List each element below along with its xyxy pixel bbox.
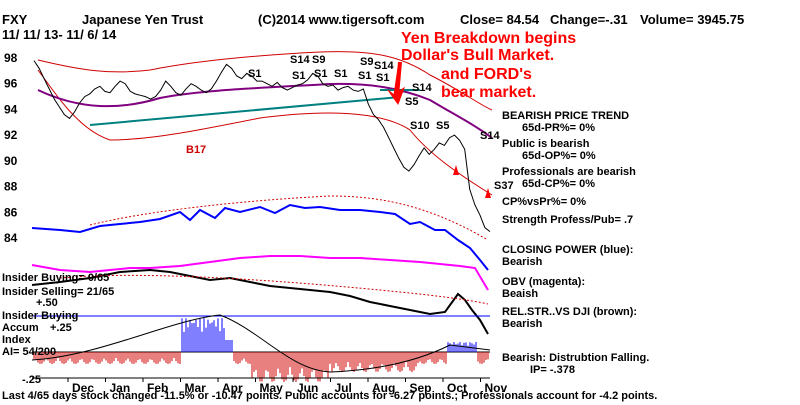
trendline [89, 96, 401, 126]
accum-label: Accum [2, 322, 39, 334]
breakdown-arrow-shaft [395, 61, 402, 97]
volume-value: Volume= 3945.75 [640, 12, 745, 27]
x-tick-label: Aug [372, 381, 395, 395]
accum-plus50: +.50 [36, 297, 58, 309]
signal-label: B17 [186, 144, 207, 156]
annotation-line: Dollar's Bull Market. [401, 47, 555, 64]
insider-buying: Insider Buying= 0/65 [2, 272, 110, 284]
signal-label: S1 [292, 70, 306, 82]
signal-label: S37 [494, 180, 514, 192]
signal-label: S9 [312, 54, 326, 66]
signal-label: S1 [334, 68, 348, 80]
signal-label: S1 [314, 68, 328, 80]
x-tick-label: Oct [447, 381, 467, 395]
y-tick-label: 90 [4, 154, 18, 168]
x-tick-label: Mar [185, 381, 207, 395]
x-tick-label: Dec [72, 381, 94, 395]
signal-label: S5 [405, 96, 419, 108]
x-tick-label: Feb [147, 381, 168, 395]
obv-line [31, 255, 489, 291]
ai-value: AI= 54/200 [2, 346, 57, 358]
closing-power-line [31, 203, 489, 271]
accum-plus25: +.25 [50, 322, 72, 334]
x-tick-label: Jun [297, 381, 318, 395]
signal-label: S14 [290, 54, 310, 66]
trend-title: BEARISH PRICE TREND [502, 110, 630, 122]
y-tick-label: 86 [4, 205, 18, 219]
closing-power-status: Bearish [502, 256, 543, 268]
x-axis-ticks: Dec Jan Feb Mar Apr May Jun Jul Aug Sep Oct Nov [67, 378, 508, 395]
cpvspr-value: CP%vsPr%= 0% [502, 196, 587, 208]
relative-strength-line [31, 268, 489, 335]
signal-arrow [485, 188, 491, 198]
pr-value: 65d-PR%= 0% [522, 122, 596, 134]
x-tick-label: Sep [410, 381, 432, 395]
annotation-line: bear market. [441, 84, 537, 101]
accum-ma [31, 314, 491, 373]
x-tick-label: Apr [222, 381, 243, 395]
relstr-title: REL.STR..VS DJI (brown): [502, 306, 638, 318]
y-tick-label: 92 [4, 128, 18, 142]
signal-label: S14 [412, 82, 432, 94]
signal-label: S9 [360, 56, 374, 68]
annotation-line: Yen Breakdown begins [401, 30, 577, 47]
close-value: Close= 84.54 [460, 12, 540, 27]
accum-minus25: -.25 [22, 374, 41, 386]
insider-buying-label: Insider Buying [2, 310, 79, 322]
obv-status: Beaish [502, 288, 539, 300]
y-tick-label: 98 [4, 51, 18, 65]
y-tick-label: 88 [4, 180, 18, 194]
public-status: Public is bearish [502, 138, 590, 150]
ip-value: IP= -.378 [530, 364, 575, 376]
footer-summary: Last 4/65 days stock changed -11.5% or -… [2, 390, 658, 402]
chart-title: Japanese Yen Trust [82, 12, 204, 27]
y-tick-label: 96 [4, 77, 18, 91]
ticker: FXY [2, 12, 28, 27]
insider-selling: Insider Selling= 21/65 [2, 286, 115, 298]
obv-title: OBV (magenta): [502, 276, 586, 288]
op-value: 65d-OP%= 0% [522, 150, 596, 162]
y-tick-label: 94 [4, 102, 18, 116]
accumulation-bars [33, 318, 489, 382]
cp-value: 65d-CP%= 0% [522, 178, 596, 190]
signal-label: S1 [248, 68, 262, 80]
x-tick-label: Jul [335, 381, 352, 395]
upper-band [37, 51, 493, 111]
lower-band [37, 69, 493, 196]
pros-status: Professionals are bearish [502, 166, 636, 178]
signal-label: S1 [376, 72, 390, 84]
price-line [33, 60, 491, 232]
signal-arrow [453, 165, 459, 175]
y-tick-label: 84 [4, 231, 18, 245]
closing-power-ma [89, 195, 489, 241]
signal-label: S1 [358, 70, 372, 82]
distribution-title: Bearish: Distrubtion Falling. [502, 352, 650, 364]
annotation-line: and FORD's [441, 66, 532, 83]
index-label: Index [2, 334, 31, 346]
strength-value: Strength Profess/Pub= .7 [502, 214, 634, 226]
x-tick-label: May [260, 381, 284, 395]
copyright: (C)2014 www.tigersoft.com [258, 12, 425, 27]
date-range: 11/ 11/ 13- 11/ 6/ 14 [2, 27, 117, 42]
signal-label: S14 [480, 130, 500, 142]
relstr-status: Bearish [502, 318, 543, 330]
closing-power-title: CLOSING POWER (blue): [502, 244, 634, 256]
change-value: Change=-.31 [550, 12, 628, 27]
signal-label: S5 [436, 120, 450, 132]
y-axis-ticks: 84 86 88 90 92 94 96 98 [4, 51, 18, 245]
relative-strength-ma [59, 274, 489, 305]
signal-label: S10 [410, 120, 430, 132]
x-tick-label: Jan [110, 381, 131, 395]
signal-label: S14 [374, 60, 394, 72]
x-tick-label: Nov [485, 381, 508, 395]
moving-average [37, 82, 493, 139]
